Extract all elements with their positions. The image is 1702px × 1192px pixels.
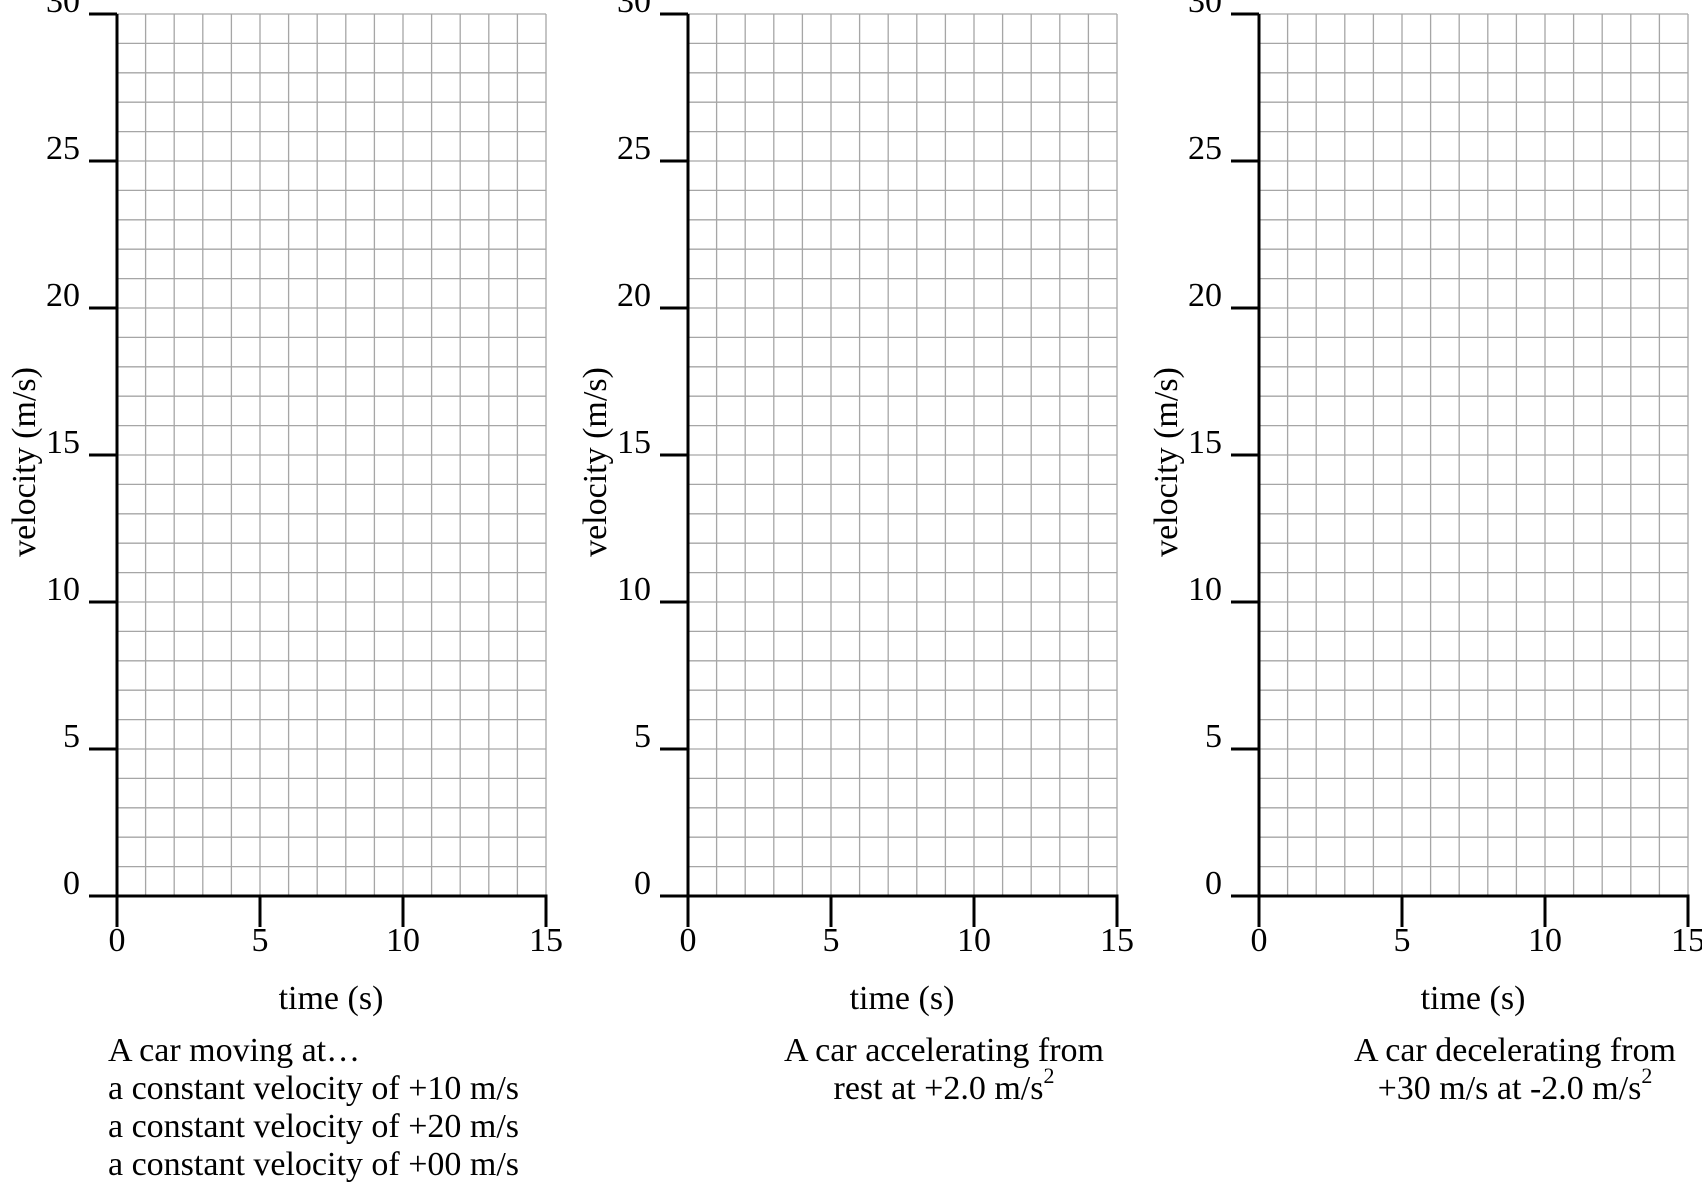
chart-3: 0 5 10 15 20 25 30 0 5 10 15 time (s) velocity (m/s) xyxy=(1148,0,1702,1017)
x-tick-label: 5 xyxy=(1394,922,1411,959)
y-tick-label: 15 xyxy=(617,424,651,461)
x-tick-label: 0 xyxy=(1251,922,1268,959)
chart-1-caption-line: a constant velocity of +10 m/s xyxy=(108,1070,520,1107)
chart-2-grid xyxy=(688,13,1118,896)
y-tick-label: 15 xyxy=(46,424,80,461)
chart-1: 0 5 10 15 20 25 30 0 5 10 15 time (s) velocity (m/s) xyxy=(6,0,563,1017)
y-tick-label: 15 xyxy=(1188,424,1222,461)
y-tick-label: 5 xyxy=(634,718,651,755)
y-tick-label: 10 xyxy=(1188,571,1222,608)
y-tick-label: 20 xyxy=(1188,277,1222,314)
chart-2: 0 5 10 15 20 25 30 0 5 10 15 time (s) velocity (m/s) xyxy=(577,0,1134,1017)
x-tick-label: 15 xyxy=(1100,922,1134,959)
y-tick-label: 20 xyxy=(46,277,80,314)
chart-1-y-axis-title: velocity (m/s) xyxy=(6,367,43,557)
y-tick-label: 0 xyxy=(63,865,80,902)
chart-3-caption: A car decelerating from +30 m/s at -2.0 … xyxy=(1354,1032,1676,1108)
y-tick-label: 0 xyxy=(1205,865,1222,902)
chart-1-grid xyxy=(117,13,547,896)
chart-2-caption-exponent: 2 xyxy=(1043,1063,1055,1088)
x-tick-label: 10 xyxy=(957,922,991,959)
chart-3-caption-text: +30 m/s at -2.0 m/s xyxy=(1377,1070,1642,1107)
y-tick-label: 20 xyxy=(617,277,651,314)
chart-2-caption-line: rest at +2.0 m/s2 xyxy=(784,1065,1104,1108)
y-tick-label: 5 xyxy=(1205,718,1222,755)
y-tick-label: 10 xyxy=(617,571,651,608)
chart-1-caption-line: A car moving at… xyxy=(108,1032,361,1069)
chart-3-caption-line: +30 m/s at -2.0 m/s2 xyxy=(1354,1065,1676,1108)
chart-3-x-axis-title: time (s) xyxy=(1421,980,1526,1017)
chart-3-grid xyxy=(1259,13,1689,896)
chart-2-x-axis-title: time (s) xyxy=(850,980,955,1017)
y-tick-label: 25 xyxy=(46,130,80,167)
chart-2-caption: A car accelerating from rest at +2.0 m/s… xyxy=(784,1032,1104,1108)
x-tick-label: 15 xyxy=(1671,922,1702,959)
chart-1-caption: A car moving at… a constant velocity of … xyxy=(108,1032,519,1184)
x-tick-label: 0 xyxy=(109,922,126,959)
y-tick-label: 30 xyxy=(46,0,80,20)
chart-2-caption-text: rest at +2.0 m/s xyxy=(833,1070,1044,1107)
x-tick-label: 10 xyxy=(1528,922,1562,959)
y-tick-label: 25 xyxy=(617,130,651,167)
y-tick-label: 10 xyxy=(46,571,80,608)
y-tick-label: 0 xyxy=(634,865,651,902)
chart-3-y-axis-title: velocity (m/s) xyxy=(1148,367,1185,557)
x-tick-label: 0 xyxy=(680,922,697,959)
chart-3-caption-exponent: 2 xyxy=(1641,1063,1653,1088)
y-tick-label: 30 xyxy=(617,0,651,20)
x-tick-label: 5 xyxy=(252,922,269,959)
chart-1-caption-line: a constant velocity of +00 m/s xyxy=(108,1146,520,1183)
y-tick-label: 5 xyxy=(63,718,80,755)
y-tick-label: 25 xyxy=(1188,130,1222,167)
chart-2-y-axis-title: velocity (m/s) xyxy=(577,367,614,557)
chart-1-caption-line: a constant velocity of +20 m/s xyxy=(108,1108,520,1145)
chart-2-caption-line: A car accelerating from xyxy=(784,1032,1104,1069)
x-tick-label: 10 xyxy=(386,922,420,959)
chart-1-x-axis-title: time (s) xyxy=(279,980,384,1017)
x-tick-label: 15 xyxy=(529,922,563,959)
x-tick-label: 5 xyxy=(823,922,840,959)
y-tick-label: 30 xyxy=(1188,0,1222,20)
chart-3-caption-line: A car decelerating from xyxy=(1354,1032,1676,1069)
